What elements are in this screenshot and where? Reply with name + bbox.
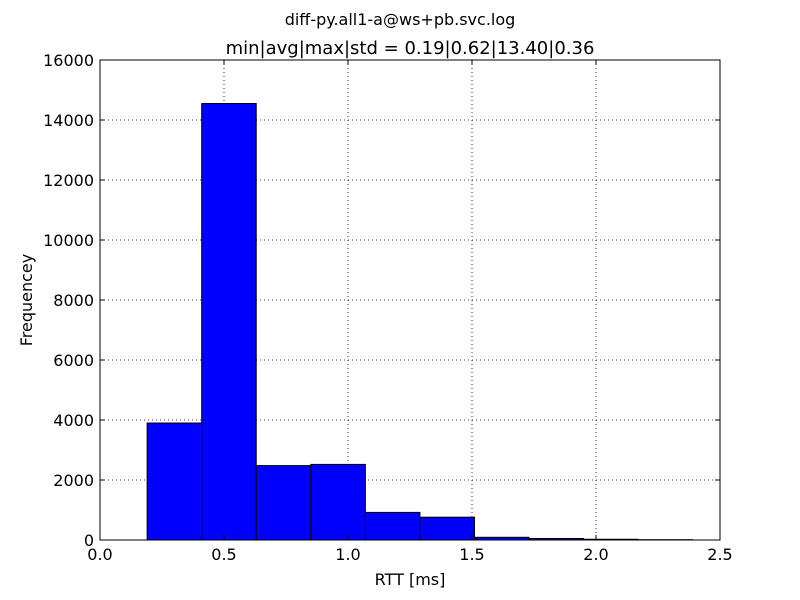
histogram-bars [146,103,694,541]
histogram-bar [310,463,366,541]
histogram-bar [364,511,421,541]
histogram-bar [201,103,257,541]
x-tick-label: 2.5 [707,545,732,564]
histogram-bar [419,516,475,541]
y-axis-label: Frequencey [17,254,36,347]
x-axis-label: RTT [ms] [375,570,446,589]
y-tick-label: 12000 [43,171,94,190]
axis-ticks: 0.0 0.5 1.0 1.5 2.0 2.5 0 2000 4000 6000 8000 10000… [43,51,733,564]
y-tick-label: 6000 [53,351,94,370]
x-tick-label: 1.0 [335,545,360,564]
y-tick-label: 14000 [43,111,94,130]
y-tick-label: 8000 [53,291,94,310]
y-tick-label: 2000 [53,471,94,490]
y-tick-label: 10000 [43,231,94,250]
y-tick-label: 16000 [43,51,94,70]
figure-suptitle: diff-py.all1-a@ws+pb.svc.log [284,10,516,29]
chart-title: min|avg|max|std = 0.19|0.62|13.40|0.36 [226,38,595,59]
x-tick-label: 1.5 [459,545,484,564]
y-tick-label: 0 [84,531,94,550]
x-tick-label: 0.0 [87,545,112,564]
x-tick-label: 2.0 [583,545,608,564]
histogram-bar [146,422,203,541]
x-tick-label: 0.5 [211,545,236,564]
y-tick-label: 4000 [53,411,94,430]
histogram-bar [255,465,312,541]
